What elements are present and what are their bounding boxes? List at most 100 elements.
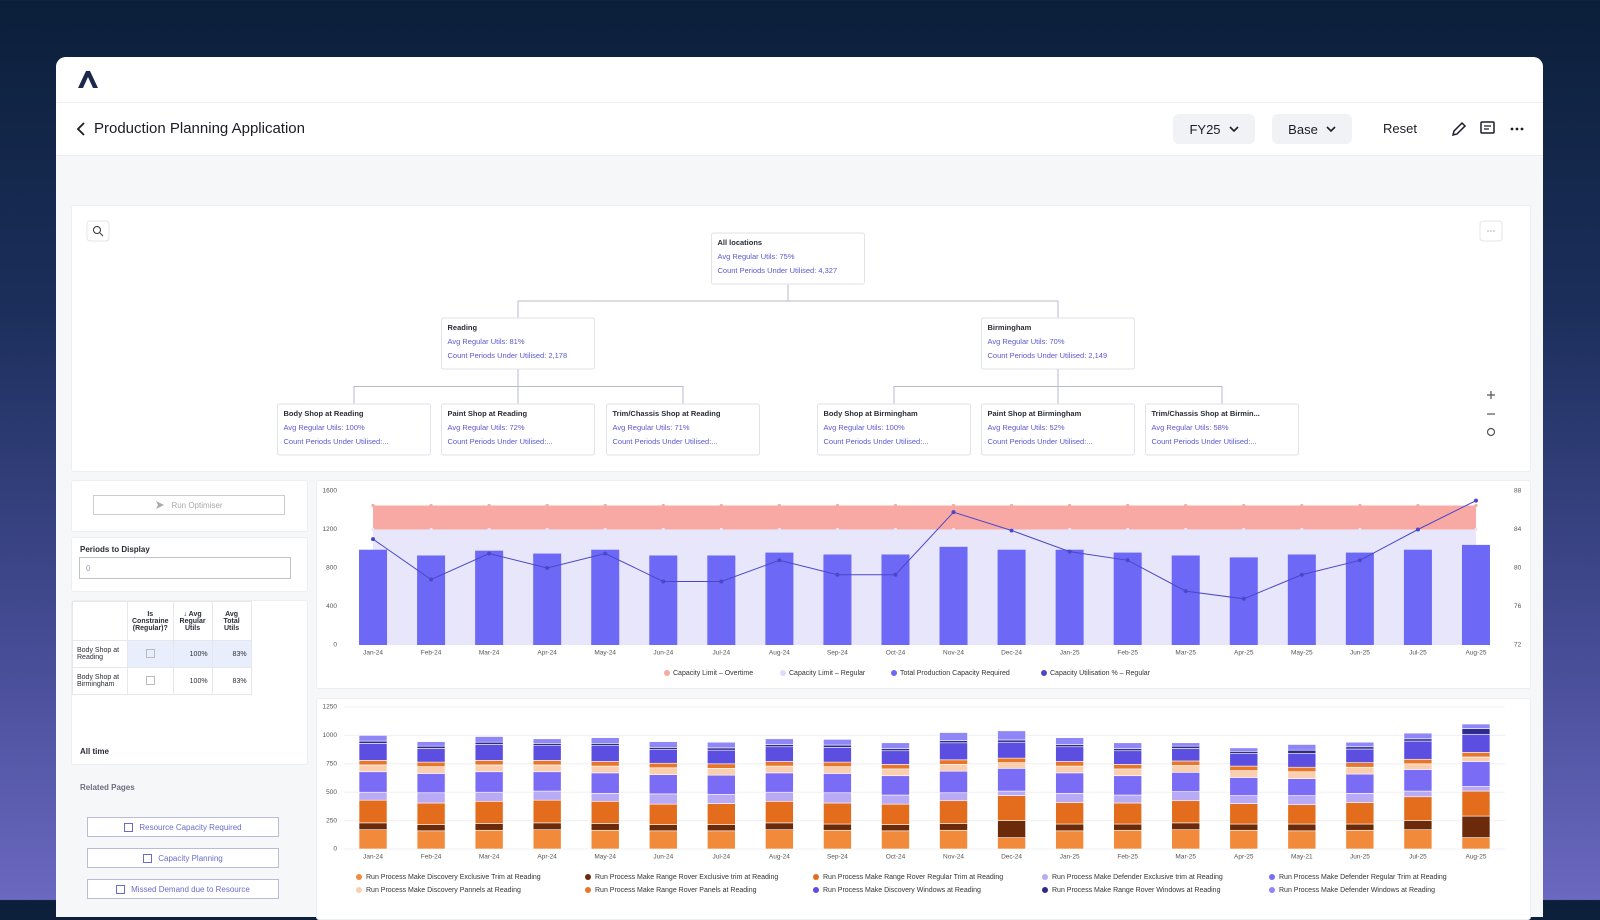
bar-segment (1055, 823, 1084, 832)
checkbox[interactable] (145, 675, 155, 685)
more-button[interactable] (1479, 220, 1503, 242)
bar-segment (590, 772, 620, 794)
area-marker (603, 503, 607, 508)
tree-node (441, 317, 595, 370)
y-tick-label: 1200 (323, 526, 338, 533)
back-button[interactable] (76, 121, 86, 137)
line-marker (1125, 558, 1130, 563)
bar-segment (823, 739, 852, 746)
y2-tick-label: 84 (1514, 526, 1522, 533)
bar-segment (358, 760, 388, 766)
bar-segment (1055, 737, 1084, 745)
bar-segment (881, 750, 910, 765)
node-util: Avg Regular Utils: 81% (448, 337, 525, 346)
bar-segment (358, 735, 388, 742)
bar (475, 550, 504, 645)
bar-segment (1345, 823, 1375, 831)
area-marker (545, 527, 549, 532)
bar-segment (881, 794, 910, 805)
bar-segment (532, 760, 562, 766)
area-marker (1068, 503, 1072, 508)
y2-tick-label: 72 (1514, 642, 1522, 649)
bar-segment (939, 800, 968, 824)
bar-segment (474, 771, 504, 793)
node-count: Count Periods Under Utilised:... (1152, 437, 1257, 446)
bar-segment (416, 802, 446, 825)
tree-connector (517, 369, 684, 404)
bar-segment (939, 792, 968, 802)
zoom-controls[interactable] (1486, 391, 1496, 437)
legend-swatch (891, 670, 897, 676)
table-row: Body Shop at Birmingham 100% 83% (72, 667, 252, 695)
tree-node (606, 403, 760, 456)
area-marker (893, 503, 898, 508)
area-marker (1474, 527, 1478, 532)
bar-segment (707, 794, 736, 804)
legend-label: Run Process Make Range Rover Exclusive t… (595, 874, 778, 881)
bar-segment (1461, 815, 1491, 838)
related-label: Missed Demand due to Resource (131, 884, 250, 894)
edit-icon[interactable] (1451, 121, 1467, 137)
node-util: Avg Regular Utils: 71% (613, 423, 690, 432)
version-dropdown[interactable]: Base (1272, 114, 1352, 144)
bar-segment (474, 829, 504, 850)
run-optimiser-button[interactable]: Run Optimiser (93, 495, 285, 515)
bar-segment (939, 829, 968, 850)
area-marker (835, 527, 840, 532)
bar-segment (1403, 758, 1433, 765)
send-icon (156, 501, 165, 509)
bar-segment (881, 742, 910, 749)
bar-segment (823, 773, 852, 794)
bar (359, 549, 388, 645)
bar-segment (1461, 790, 1491, 817)
area-marker (1300, 527, 1304, 532)
bar-segment (823, 766, 852, 774)
related-link[interactable]: Resource Capacity Required (87, 817, 279, 837)
bar-segment (707, 749, 736, 765)
area-marker (1184, 527, 1188, 532)
bar-segment (648, 749, 678, 764)
area-marker (661, 527, 665, 532)
bar-segment (1403, 740, 1433, 760)
utils-table: Is Constraine (Regular)? ↓ Avg Regular Ut… (72, 601, 252, 695)
tree-node (981, 403, 1135, 456)
bar-segment (1287, 823, 1317, 832)
bar-segment (881, 824, 910, 832)
value-cell: 83% (211, 667, 252, 695)
related-link[interactable]: Capacity Planning (87, 848, 279, 868)
area-marker (893, 527, 898, 532)
tree-node (817, 403, 971, 456)
legend-label: Run Process Make Defender Windows at Rea… (1279, 887, 1435, 894)
bar-segment (358, 829, 388, 850)
optimiser-panel: Run Optimiser (71, 480, 308, 532)
tree-connector (787, 284, 1059, 318)
reset-button[interactable]: Reset (1383, 121, 1417, 136)
related-link[interactable]: Missed Demand due to Resource (87, 879, 279, 899)
periods-input[interactable]: 0 (79, 557, 291, 579)
bar-segment (590, 743, 620, 746)
bar-segment (1113, 748, 1142, 752)
x-tick-label: Aug-25 (1465, 854, 1486, 861)
bar-segment (881, 803, 910, 825)
title-bar: Production Planning Application FY25 Bas… (56, 103, 1543, 156)
y-tick-label: 1000 (323, 732, 338, 739)
run-optimiser-label: Run Optimiser (171, 500, 223, 510)
bar-segment (1171, 765, 1201, 773)
bar-segment (474, 791, 504, 802)
bar-segment (416, 766, 446, 774)
related-label: Capacity Planning (158, 853, 223, 863)
bar-segment (881, 768, 910, 777)
bar-segment (648, 747, 678, 750)
scenario-dropdown[interactable]: FY25 (1173, 114, 1255, 144)
bar-segment (1461, 761, 1491, 787)
x-tick-label: May-21 (1291, 854, 1313, 861)
comment-icon[interactable] (1480, 121, 1495, 134)
table-row: Body Shop at Reading 100% 83% (72, 640, 252, 668)
bar-segment (532, 745, 562, 761)
search-button[interactable] (86, 220, 110, 242)
area-marker (1474, 503, 1478, 508)
toolbar-icons (1451, 121, 1524, 137)
bar-segment (707, 774, 736, 795)
checkbox[interactable] (145, 648, 155, 658)
y-tick-label: 800 (326, 565, 337, 572)
